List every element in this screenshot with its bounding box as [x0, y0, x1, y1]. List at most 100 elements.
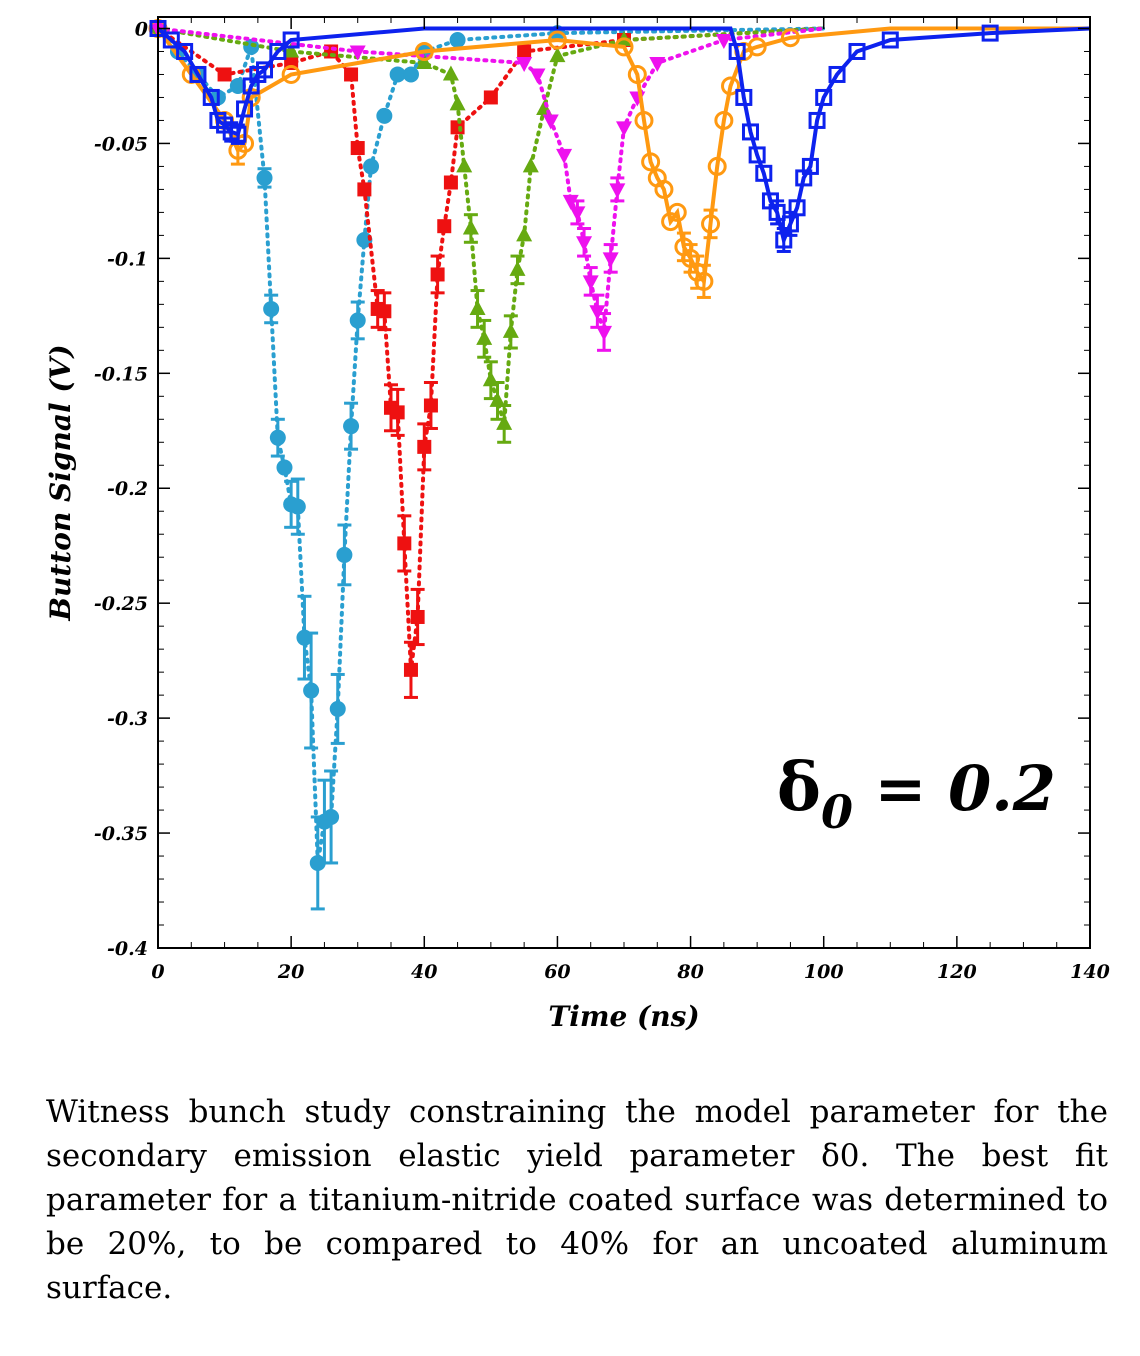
data-point	[323, 808, 340, 825]
data-point	[229, 77, 246, 94]
data-point	[414, 41, 434, 61]
data-point	[714, 110, 734, 130]
series-2	[150, 19, 826, 444]
data-point	[243, 38, 260, 55]
data-point	[522, 157, 539, 173]
data-point	[881, 31, 899, 49]
data-point	[609, 183, 626, 199]
data-point	[801, 157, 819, 175]
data-point	[449, 31, 466, 48]
data-point	[269, 429, 286, 446]
y-tick-label: -0.05	[94, 133, 148, 155]
series-0	[150, 20, 826, 911]
data-point	[469, 299, 486, 315]
data-point	[410, 609, 425, 624]
data-point	[634, 110, 654, 130]
data-point	[282, 31, 300, 49]
y-tick-label: -0.2	[107, 478, 148, 500]
series-5	[149, 19, 1091, 253]
data-point	[236, 100, 254, 118]
data-point	[547, 30, 567, 50]
data-point	[281, 64, 301, 84]
data-point	[694, 271, 714, 291]
data-point	[482, 371, 499, 387]
y-tick-label: -0.15	[94, 363, 148, 385]
data-point	[269, 42, 287, 60]
data-point	[397, 536, 412, 551]
x-tick-label: 60	[544, 961, 570, 983]
y-tick-label: -0.35	[94, 823, 148, 845]
data-point	[529, 68, 546, 84]
data-point	[735, 88, 753, 106]
data-point	[476, 329, 493, 345]
data-point	[263, 300, 280, 317]
data-point	[496, 414, 513, 430]
x-tick-label: 120	[937, 961, 977, 983]
data-point	[350, 141, 365, 156]
data-point	[649, 56, 666, 72]
data-point	[202, 88, 220, 106]
data-point	[483, 90, 498, 105]
data-point	[562, 194, 579, 210]
data-point	[775, 231, 793, 249]
data-point	[502, 322, 519, 338]
y-tick-label: -0.1	[107, 248, 148, 270]
data-point	[176, 42, 194, 60]
data-point	[569, 206, 586, 222]
data-point	[162, 31, 180, 49]
delta-value: = 0.2	[853, 752, 1056, 825]
data-point	[442, 65, 459, 81]
data-point	[336, 546, 353, 563]
data-point	[357, 182, 372, 197]
series-layer	[148, 18, 1091, 911]
y-tick-label: -0.4	[107, 938, 148, 960]
data-point	[390, 405, 405, 420]
data-point	[217, 67, 232, 82]
delta-subscript: 0	[821, 785, 853, 839]
data-point	[589, 305, 606, 321]
data-point	[417, 439, 432, 454]
data-point	[309, 854, 326, 871]
data-point	[808, 111, 826, 129]
data-point	[582, 275, 599, 291]
data-point	[509, 260, 526, 276]
delta-annotation: δ0 = 0.2	[777, 748, 1056, 839]
data-point	[788, 199, 806, 217]
data-point	[741, 123, 759, 141]
data-point	[329, 700, 346, 717]
x-tick-label: 40	[411, 961, 437, 983]
data-point	[283, 42, 300, 58]
x-tick-label: 0	[151, 961, 164, 983]
data-point	[489, 391, 506, 407]
data-point	[616, 121, 632, 137]
data-point	[828, 65, 846, 83]
chart-svg: 0 20 40 60 80 100 120 140 0 -0.05 -0.1 -0.15 -0.2 -0.…	[44, 16, 1110, 1033]
data-point	[848, 42, 866, 60]
data-point	[707, 156, 727, 176]
x-tick-label: 100	[804, 961, 844, 983]
data-point	[728, 42, 746, 60]
data-point	[627, 64, 647, 84]
data-point	[596, 325, 613, 341]
x-tick-label: 20	[277, 961, 304, 983]
x-axis-title: Time (ns)	[548, 1000, 699, 1033]
data-point	[443, 175, 458, 190]
data-point	[516, 226, 533, 242]
data-point	[748, 146, 766, 164]
data-point	[516, 56, 533, 72]
data-point	[389, 66, 406, 83]
data-point	[377, 304, 392, 319]
data-point	[449, 95, 466, 111]
data-point	[189, 65, 207, 83]
data-point	[303, 682, 320, 699]
data-point	[721, 76, 741, 96]
x-tick-label: 140	[1070, 961, 1110, 983]
data-point	[256, 169, 273, 186]
data-point	[349, 312, 366, 329]
data-point	[747, 37, 767, 57]
data-point	[667, 202, 687, 222]
data-point	[701, 214, 721, 234]
data-point	[416, 53, 433, 69]
chart: 0 20 40 60 80 100 120 140 0 -0.05 -0.1 -0.15 -0.2 -0.…	[44, 16, 1110, 1033]
delta-symbol: δ	[777, 748, 821, 826]
